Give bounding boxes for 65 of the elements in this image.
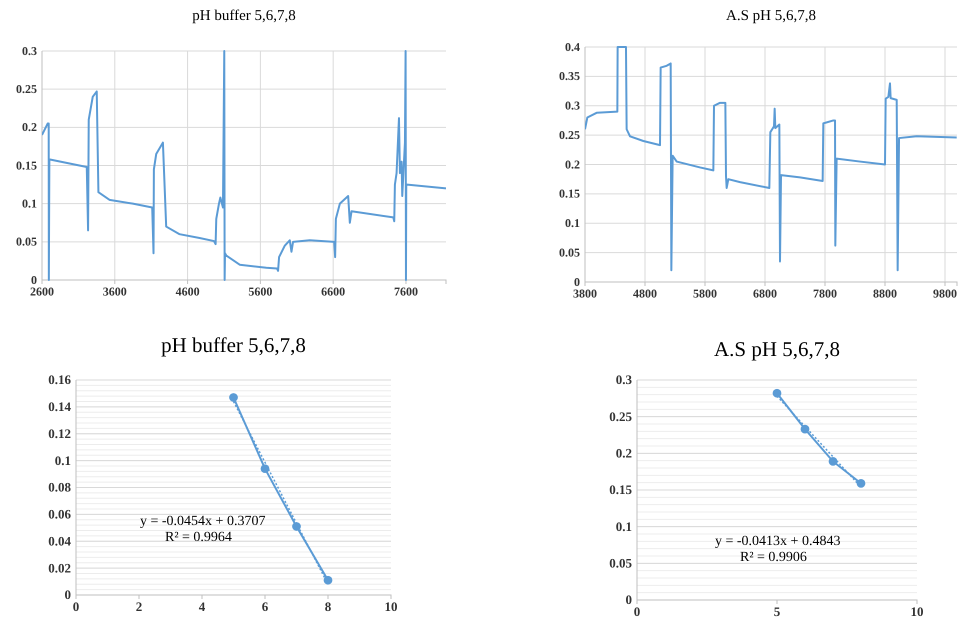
point xyxy=(772,388,782,398)
annotation: y = -0.0454x + 0.3707 xyxy=(140,514,266,529)
x-tick-label: 4 xyxy=(198,599,206,614)
y-tick-label: 0.25 xyxy=(16,82,37,96)
y-tick-label: 0.25 xyxy=(559,128,580,142)
y-tick-label: 0.15 xyxy=(609,482,632,498)
annotation: R² = 0.9906 xyxy=(740,550,807,565)
x-tick-label: 3800 xyxy=(573,286,597,301)
x-tick-label: 10 xyxy=(384,599,398,614)
chart-title: A.S pH 5,6,7,8 xyxy=(726,8,816,24)
x-tick-label: 8 xyxy=(324,599,332,614)
y-tick-label: 0.2 xyxy=(565,157,580,172)
y-tick-label: 0.1 xyxy=(22,196,37,211)
y-tick-label: 0.35 xyxy=(559,69,580,84)
y-tick-label: 0 xyxy=(31,272,37,287)
y-tick-label: 0.05 xyxy=(559,245,580,260)
line-series xyxy=(585,46,957,272)
x-tick-label: 4600 xyxy=(176,284,200,299)
y-tick-label: 0.16 xyxy=(48,372,72,388)
y-tick-label: 0.08 xyxy=(48,480,72,495)
y-tick-label: 0.4 xyxy=(565,40,580,54)
x-tick-label: 4800 xyxy=(633,286,657,301)
y-tick-label: 0 xyxy=(64,587,71,602)
x-tick-label: 9800 xyxy=(933,286,957,301)
y-tick-label: 0.3 xyxy=(616,372,632,388)
y-tick-label: 0.15 xyxy=(559,186,580,201)
x-tick-label: 6800 xyxy=(753,286,777,301)
y-tick-label: 0 xyxy=(574,274,580,289)
x-tick-label: 5 xyxy=(774,604,781,620)
x-tick-label: 6600 xyxy=(321,284,346,299)
chart-title: pH buffer 5,6,7,8 xyxy=(192,8,296,24)
x-tick-label: 5800 xyxy=(693,286,717,301)
annotation: R² = 0.9964 xyxy=(165,530,232,545)
y-tick-label: 0.14 xyxy=(48,399,72,414)
y-tick-label: 0.2 xyxy=(22,120,37,134)
x-tick-label: 10 xyxy=(910,604,924,620)
x-tick-label: 8800 xyxy=(873,286,897,301)
chart-title: A.S pH 5,6,7,8 xyxy=(714,337,840,361)
y-tick-label: 0.12 xyxy=(48,426,71,441)
y-tick-label: 0.02 xyxy=(48,560,71,576)
y-tick-label: 0.1 xyxy=(565,216,580,230)
y-tick-label: 0.05 xyxy=(16,234,37,249)
chart-title: pH buffer 5,6,7,8 xyxy=(161,333,306,357)
y-tick-label: 0.2 xyxy=(616,445,632,460)
y-tick-label: 0.06 xyxy=(48,506,72,522)
line-series xyxy=(42,50,446,281)
x-tick-label: 2600 xyxy=(30,284,54,299)
y-tick-label: 0.3 xyxy=(22,44,37,58)
y-tick-label: 0.3 xyxy=(565,98,580,113)
y-tick-label: 0.04 xyxy=(48,533,72,548)
point xyxy=(229,393,238,402)
annotation: y = -0.0413x + 0.4843 xyxy=(715,534,840,549)
y-tick-label: 0.05 xyxy=(609,555,632,570)
y-tick-label: 0.15 xyxy=(16,158,37,172)
y-tick-label: 0.25 xyxy=(609,408,632,424)
point xyxy=(856,479,866,488)
point xyxy=(260,464,270,474)
y-tick-label: 0.1 xyxy=(54,452,71,468)
x-tick-label: 2 xyxy=(136,599,142,614)
x-tick-label: 3600 xyxy=(102,284,127,299)
x-tick-label: 6 xyxy=(262,599,269,614)
y-tick-label: 0.1 xyxy=(616,518,632,534)
x-tick-label: 7600 xyxy=(394,284,418,299)
x-tick-label: 7800 xyxy=(813,286,837,301)
x-tick-label: 5600 xyxy=(248,284,272,299)
